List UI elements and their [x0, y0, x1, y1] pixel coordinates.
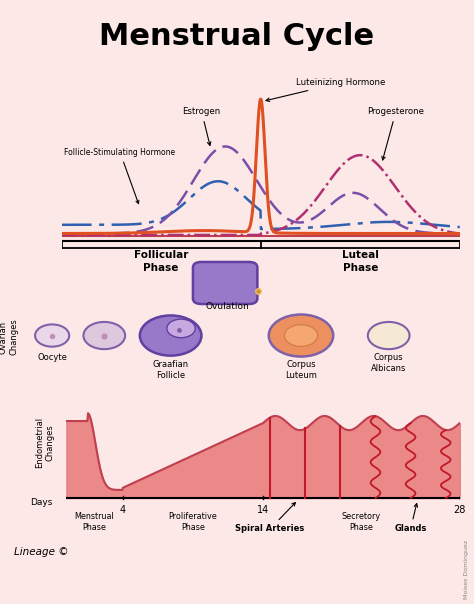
Text: Menstrual
Phase: Menstrual Phase — [74, 512, 114, 532]
Text: Ovulation: Ovulation — [206, 303, 249, 312]
Text: Luteinizing Hormone: Luteinizing Hormone — [266, 78, 386, 101]
Text: Moises Dominguez: Moises Dominguez — [464, 540, 469, 599]
Text: Follicle-Stimulating Hormone: Follicle-Stimulating Hormone — [64, 148, 175, 204]
FancyBboxPatch shape — [193, 262, 257, 304]
Circle shape — [368, 322, 410, 349]
Text: Glands: Glands — [394, 504, 427, 533]
Text: Progesterone: Progesterone — [367, 107, 424, 160]
Text: 28: 28 — [454, 505, 466, 515]
Text: 14: 14 — [257, 505, 269, 515]
Circle shape — [83, 322, 125, 349]
Text: Corpus
Albicans: Corpus Albicans — [371, 353, 406, 373]
Text: Proliferative
Phase: Proliferative Phase — [168, 512, 217, 532]
Text: Ovarian
Changes: Ovarian Changes — [0, 319, 18, 356]
Circle shape — [167, 319, 195, 338]
Text: Graafian
Follicle: Graafian Follicle — [153, 360, 189, 381]
Text: Luteal
Phase: Luteal Phase — [342, 250, 379, 272]
Text: Follicular
Phase: Follicular Phase — [134, 250, 188, 272]
Circle shape — [269, 315, 333, 356]
Text: Spiral Arteries: Spiral Arteries — [236, 503, 305, 533]
Text: Oocyte: Oocyte — [37, 353, 67, 362]
Text: Menstrual Cycle: Menstrual Cycle — [100, 22, 374, 51]
Text: Secretory
Phase: Secretory Phase — [342, 512, 381, 532]
Text: Estrogen: Estrogen — [182, 107, 221, 146]
Text: Corpus
Luteum: Corpus Luteum — [285, 360, 317, 381]
Text: Days: Days — [30, 498, 52, 507]
Text: Lineage ©: Lineage © — [14, 547, 69, 557]
Circle shape — [35, 324, 69, 347]
Circle shape — [284, 325, 318, 346]
Text: 4: 4 — [119, 505, 126, 515]
Text: Endometrial
Changes: Endometrial Changes — [35, 417, 55, 468]
Circle shape — [140, 315, 201, 356]
